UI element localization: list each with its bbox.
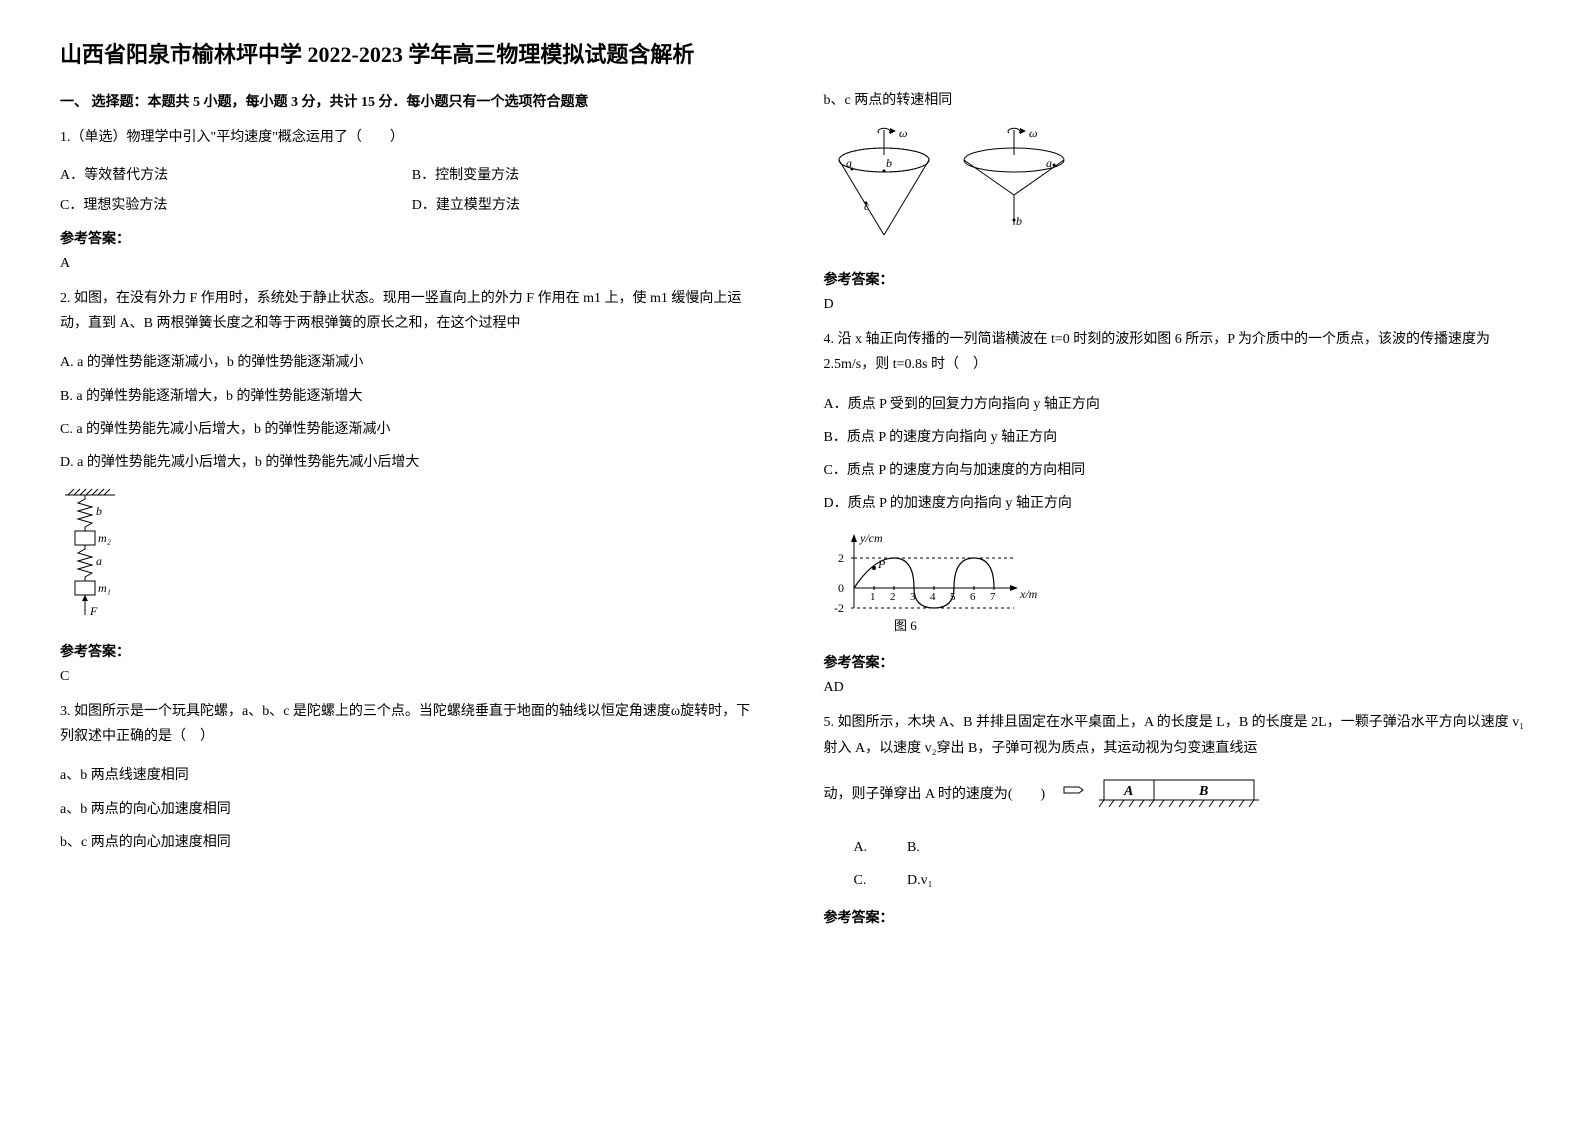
mass-m1-label: m₁ (98, 581, 111, 595)
q5-figure: A B (1059, 775, 1269, 815)
point-p-label: P (877, 557, 886, 571)
omega-label-2: ω (1029, 126, 1037, 140)
spring-b-label: b (96, 504, 102, 518)
q3-opt-a: a、b 两点线速度相同 (60, 763, 764, 788)
q3-ans-label: 参考答案： (824, 269, 1528, 289)
q5-ans-label: 参考答案： (824, 907, 1528, 927)
q5-opt-a: A. (854, 835, 904, 860)
spring-a-label: a (96, 554, 102, 568)
q5-stem2-row: 动，则子弹穿出 A 时的速度为( ) A B (824, 775, 1528, 815)
q1-opt-b: B．控制变量方法 (412, 164, 764, 184)
q1-options-row1: A．等效替代方法 B．控制变量方法 (60, 164, 764, 184)
block-b-label: B (1198, 784, 1208, 799)
q2-opt-d: D. a 的弹性势能先减小后增大，b 的弹性势能先减小后增大 (60, 450, 764, 475)
q5-row2: C. D.v₁ (854, 868, 1528, 893)
q3-figure: ω a b c ω (824, 125, 1528, 255)
q4-opt-a: A．质点 P 受到的回复力方向指向 y 轴正方向 (824, 392, 1528, 417)
q4-figure: y/cm x/m 2 0 -2 1 2 3 4 5 6 7 (824, 528, 1528, 638)
q5-row1: A. B. (854, 835, 1528, 860)
q3-opt-b: a、b 两点的向心加速度相同 (60, 797, 764, 822)
block-a-label: A (1123, 784, 1133, 799)
point-a-2: a (1046, 156, 1052, 170)
q4-opt-d: D．质点 P 的加速度方向指向 y 轴正方向 (824, 491, 1528, 516)
point-c-1: c (864, 199, 870, 213)
q2-figure: b m₂ a m₁ F (60, 487, 764, 627)
q2-ans: C (60, 669, 764, 685)
xt6: 6 (970, 591, 976, 603)
q4-stem: 4. 沿 x 轴正向传播的一列简谐横波在 t=0 时刻的波形如图 6 所示，P … (824, 327, 1528, 377)
y-axis-label: y/cm (859, 531, 883, 545)
q2-opt-b: B. a 的弹性势能逐渐增大，b 的弹性势能逐渐增大 (60, 384, 764, 409)
q5-stem2: 动，则子弹穿出 A 时的速度为( ) (824, 787, 1046, 802)
ytick-n2: -2 (834, 601, 844, 615)
q3-ans: D (824, 297, 1528, 313)
doc-title: 山西省阳泉市榆林坪中学 2022-2023 学年高三物理模拟试题含解析 (60, 40, 764, 71)
q1-opt-d: D．建立模型方法 (412, 194, 764, 214)
q2-stem: 2. 如图，在没有外力 F 作用时，系统处于静止状态。现用一竖直向上的外力 F … (60, 286, 764, 336)
q1-ans: A (60, 256, 764, 272)
q1-opt-a: A．等效替代方法 (60, 164, 412, 184)
q3-opt-c: b、c 两点的向心加速度相同 (60, 830, 764, 855)
point-b-2: b (1016, 214, 1022, 228)
q2-opt-a: A. a 的弹性势能逐渐减小，b 的弹性势能逐渐减小 (60, 350, 764, 375)
xt2: 2 (890, 591, 896, 603)
q5-opt-c: C. (854, 868, 904, 893)
ytick-2: 2 (838, 551, 844, 565)
q4-opt-b: B．质点 P 的速度方向指向 y 轴正方向 (824, 425, 1528, 450)
q2-ans-label: 参考答案： (60, 641, 764, 661)
q1-ans-label: 参考答案： (60, 228, 764, 248)
force-f-label: F (89, 604, 98, 618)
q1-options-row2: C．理想实验方法 D．建立模型方法 (60, 194, 764, 214)
section-1-heading: 一、 选择题：本题共 5 小题，每小题 3 分，共计 15 分．每小题只有一个选… (60, 91, 764, 111)
q2-opt-c: C. a 的弹性势能先减小后增大，b 的弹性势能逐渐减小 (60, 417, 764, 442)
q5-opt-b: B. (907, 840, 920, 855)
x-axis-label: x/m (1019, 587, 1038, 601)
xt4: 4 (930, 591, 936, 603)
q5-stem1: 5. 如图所示，木块 A、B 并排且固定在水平桌面上，A 的长度是 L，B 的长… (824, 710, 1528, 760)
q4-ans: AD (824, 680, 1528, 696)
fig6-label: 图 6 (894, 618, 917, 633)
q4-ans-label: 参考答案： (824, 652, 1528, 672)
q5-opt-d: D.v₁ (907, 873, 933, 888)
q4-opt-c: C．质点 P 的速度方向与加速度的方向相同 (824, 458, 1528, 483)
mass-m2-label: m₂ (98, 531, 111, 545)
q3-opt-d: b、c 两点的转速相同 (824, 88, 1528, 113)
xt1: 1 (870, 591, 876, 603)
q1-stem: 1.（单选）物理学中引入"平均速度"概念运用了（ ） (60, 125, 764, 150)
q3-stem: 3. 如图所示是一个玩具陀螺，a、b、c 是陀螺上的三个点。当陀螺绕垂直于地面的… (60, 699, 764, 749)
xt7: 7 (990, 591, 996, 603)
ytick-0: 0 (838, 581, 844, 595)
q1-opt-c: C．理想实验方法 (60, 194, 412, 214)
point-b-1: b (886, 156, 892, 170)
omega-label-1: ω (899, 126, 907, 140)
